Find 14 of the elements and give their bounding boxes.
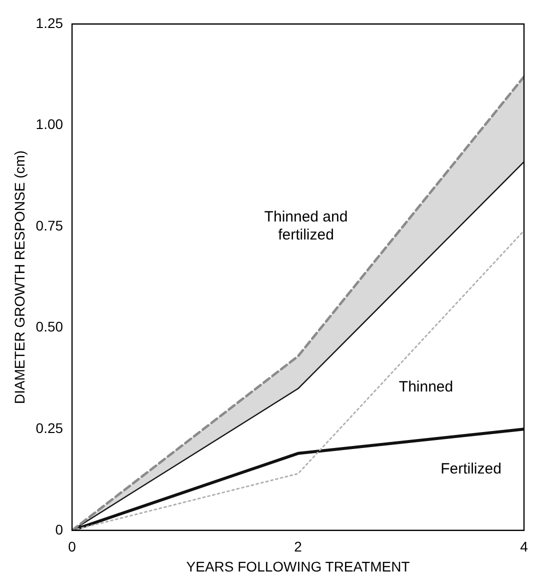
series-label: Fertilized: [440, 460, 502, 478]
series-label: Thinned: [398, 378, 454, 396]
y-axis-title: DIAMETER GROWTH RESPONSE (cm): [11, 150, 28, 404]
x-tick-label: 4: [520, 538, 528, 555]
y-tick-label: 0.75: [36, 217, 64, 234]
y-tick-label: 0.50: [36, 318, 64, 335]
x-axis-title: YEARS FOLLOWING TREATMENT: [186, 558, 410, 574]
x-tick-label: 2: [294, 538, 302, 555]
text: Thinned and fertilized: [264, 208, 348, 244]
y-tick-label: 0: [55, 521, 64, 538]
y-tick-label: 0.25: [36, 420, 64, 436]
y-tick-label: 1.25: [36, 14, 64, 31]
y-tick-label: 1.00: [36, 116, 64, 132]
x-tick-label: 0: [68, 538, 76, 555]
